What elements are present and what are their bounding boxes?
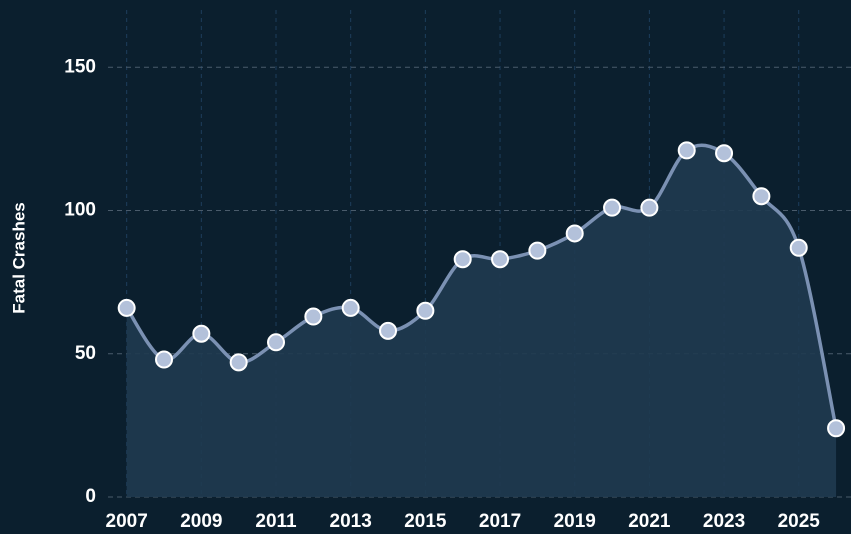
y-tick-label: 50 [75, 343, 96, 364]
x-tick-label: 2007 [106, 511, 148, 532]
x-tick-label: 2013 [330, 511, 372, 532]
x-tick-label: 2011 [255, 511, 297, 532]
x-tick-label: 2025 [778, 511, 821, 532]
point [640, 198, 659, 217]
point [229, 353, 248, 372]
point [565, 224, 584, 243]
point [752, 187, 771, 206]
point [827, 419, 846, 438]
point [155, 350, 174, 369]
point [192, 324, 211, 343]
x-tick-label: 2017 [479, 511, 521, 532]
point [341, 298, 360, 317]
x-tick-label: 2021 [628, 511, 671, 532]
x-tick-label: 2019 [554, 511, 596, 532]
y-tick-label: 150 [64, 56, 96, 77]
y-tick-label: 0 [85, 486, 96, 507]
point [677, 141, 696, 160]
point [528, 241, 547, 260]
point [715, 144, 734, 163]
point [603, 198, 622, 217]
point [453, 250, 472, 269]
x-tick-label: 2015 [404, 511, 447, 532]
point [117, 298, 136, 317]
area [126, 145, 837, 497]
point [416, 301, 435, 320]
point [491, 250, 510, 269]
y-tick-label: 100 [64, 200, 96, 221]
point [304, 307, 323, 326]
point [267, 333, 286, 352]
y-axis-label: Fatal Crashes [9, 202, 28, 314]
point [379, 321, 398, 340]
x-tick-label: 2023 [703, 511, 745, 532]
x-tick-label: 2009 [180, 511, 222, 532]
point [789, 238, 808, 257]
